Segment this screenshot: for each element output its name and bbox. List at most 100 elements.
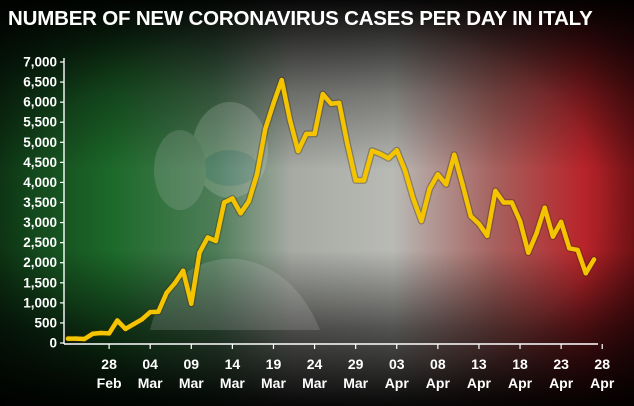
x-tick-month: Apr (385, 375, 410, 391)
x-tick-month: Feb (97, 375, 122, 391)
data-point (246, 199, 251, 204)
x-tick-month: Apr (426, 375, 451, 391)
x-tick-month: Mar (220, 375, 245, 391)
data-point (189, 301, 194, 306)
data-point (197, 250, 202, 255)
data-point (419, 218, 424, 224)
data-point (82, 336, 87, 342)
data-point (476, 221, 482, 226)
data-point (230, 196, 235, 201)
data-point (550, 234, 556, 239)
data-point (411, 196, 416, 201)
y-tick-label: 6,500 (23, 75, 57, 90)
x-tick-month: Mar (343, 375, 368, 391)
x-tick-month: Mar (261, 375, 286, 391)
data-point (213, 238, 219, 244)
x-axis: 28 Feb 04 Mar 09 Mar 14 Mar 19 Mar 24 Mar 29 Mar 03 Apr… (64, 343, 615, 391)
x-tick-day: 29 (348, 356, 364, 372)
x-tick-day: 14 (225, 356, 241, 372)
data-point (386, 156, 391, 161)
x-tick-day: 24 (307, 356, 323, 372)
x-tick-month: Apr (508, 375, 533, 391)
x-tick-day: 08 (430, 356, 446, 372)
data-point (320, 91, 325, 97)
data-point (180, 268, 186, 273)
data-point (139, 317, 145, 322)
x-tick-day: 28 (101, 356, 117, 372)
data-point (443, 182, 449, 187)
data-point (378, 151, 383, 157)
data-point (304, 131, 309, 137)
y-tick-label: 4,000 (23, 175, 57, 190)
y-tick-label: 3,500 (23, 195, 57, 210)
data-point (238, 211, 243, 216)
y-tick-label: 2,000 (23, 255, 57, 270)
y-tick-label: 5,000 (23, 135, 57, 150)
data-point (312, 131, 317, 137)
data-point (468, 213, 473, 219)
y-tick-label: 500 (34, 315, 57, 330)
data-point (460, 182, 465, 187)
y-tick-label: 3,000 (23, 215, 57, 230)
data-point (263, 126, 268, 132)
data-point (575, 247, 580, 253)
chart-title: NUMBER OF NEW CORONAVIRUS CASES PER DAY … (8, 7, 593, 30)
data-point (148, 309, 153, 315)
data-point (98, 330, 104, 336)
data-point (115, 318, 120, 323)
data-point (353, 178, 358, 183)
data-point (90, 331, 95, 336)
y-tick-label: 7,000 (23, 55, 57, 70)
x-tick-day: 04 (142, 356, 158, 372)
data-point (394, 148, 399, 153)
data-point (328, 101, 334, 106)
data-point (65, 336, 71, 341)
x-tick-month: Apr (590, 375, 615, 391)
data-point (402, 168, 408, 173)
data-point (591, 257, 597, 262)
data-point (509, 200, 514, 205)
x-tick-month: Apr (467, 375, 492, 391)
data-point (583, 271, 588, 276)
y-tick-label: 6,000 (23, 95, 57, 110)
data-point (558, 219, 564, 224)
y-tick-label: 1,500 (23, 275, 57, 290)
x-tick-day: 13 (471, 356, 487, 372)
data-point (567, 246, 572, 251)
data-point (74, 336, 79, 341)
data-point (493, 188, 498, 194)
x-tick-month: Mar (179, 375, 204, 391)
x-tick-month: Apr (549, 375, 574, 391)
y-tick-label: 0 (49, 336, 57, 351)
data-point (164, 290, 169, 295)
data-point (279, 77, 284, 83)
data-point (526, 250, 531, 255)
series-layer (64, 76, 598, 343)
data-point (123, 326, 128, 332)
data-point (295, 148, 301, 154)
x-tick-month: Mar (302, 375, 327, 391)
data-point (427, 186, 432, 192)
y-tick-label: 2,500 (23, 235, 57, 250)
data-point (485, 233, 490, 238)
y-tick-label: 1,000 (23, 295, 57, 310)
x-tick-day: 18 (512, 356, 528, 372)
data-point (222, 200, 227, 205)
x-tick-day: 28 (594, 356, 610, 372)
data-point (156, 309, 161, 314)
data-point (254, 172, 260, 177)
data-point (501, 200, 506, 205)
x-tick-day: 19 (266, 356, 282, 372)
data-point (452, 152, 457, 157)
x-tick-day: 23 (553, 356, 569, 372)
data-point (534, 231, 539, 236)
data-point (369, 148, 375, 153)
data-point (542, 205, 547, 210)
data-point (287, 117, 293, 123)
data-point (435, 172, 440, 177)
y-tick-label: 5,500 (23, 115, 57, 130)
data-point (131, 321, 136, 327)
